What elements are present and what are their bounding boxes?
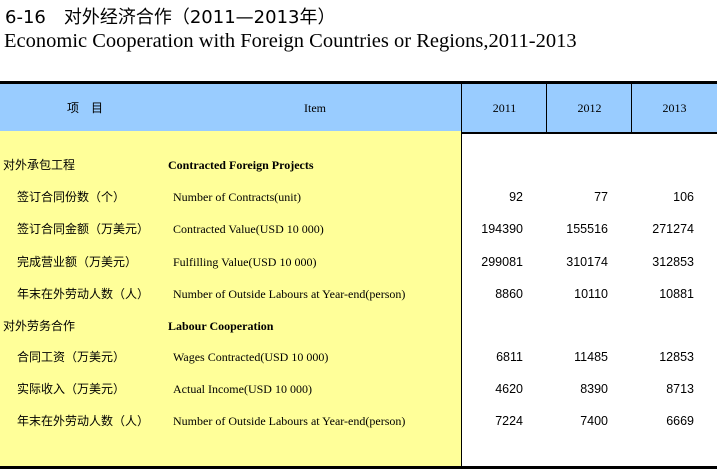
value-cell-2012: 77 (594, 190, 608, 204)
row-label-en: Contracted Foreign Projects (168, 158, 314, 172)
value-cell-2011: 6811 (496, 350, 523, 364)
row-label-zh: 实际收入（万美元） (17, 382, 126, 396)
value-cell-2013: 8713 (666, 382, 694, 396)
header-year-2012: 2012 (577, 101, 602, 115)
row-label-en: Fulfilling Value(USD 10 000) (173, 255, 317, 269)
value-cell-2013: 10881 (659, 287, 694, 301)
table-row: 合同工资（万美元） Wages Contracted(USD 10 000) 681… (0, 341, 717, 373)
section-row: 对外劳务合作 Labour Cooperation (0, 310, 717, 342)
row-label-en: Actual Income(USD 10 000) (173, 382, 312, 396)
label-column-bg (0, 131, 461, 466)
value-cell-2013: 6669 (666, 414, 694, 428)
value-cell-2012: 11485 (574, 350, 608, 364)
row-label-zh: 合同工资（万美元） (17, 350, 126, 364)
row-label-en: Wages Contracted(USD 10 000) (173, 350, 329, 364)
row-label-zh: 对外劳务合作 (3, 319, 76, 333)
row-label-zh: 签订合同金额（万美元） (17, 222, 150, 236)
value-cell-2012: 310174 (566, 255, 608, 269)
value-cell-2011: 4620 (495, 382, 523, 396)
header-year-2011: 2011 (492, 101, 517, 115)
value-cell-2011: 299081 (481, 255, 523, 269)
value-cell-2012: 7400 (580, 414, 608, 428)
row-label-en: Labour Cooperation (168, 319, 274, 333)
table-row: 签订合同份数（个） Number of Contracts(unit) 92 77 10… (0, 181, 717, 213)
table-row: 实际收入（万美元） Actual Income(USD 10 000) 4620 83… (0, 373, 717, 405)
header-item-zh: 项 目 (66, 101, 103, 115)
header-item-en: Item (304, 101, 326, 115)
table-row: 年末在外劳动人数（人） Number of Outside Labours at … (0, 278, 717, 310)
value-cell-2011: 7224 (495, 414, 523, 428)
row-label-en: Number of Contracts(unit) (173, 190, 301, 204)
row-label-zh: 年末在外劳动人数（人） (17, 287, 150, 301)
value-cell-2011: 194390 (481, 222, 523, 236)
table-header: 项 目 Item 2011 2012 2013 (0, 81, 717, 134)
value-cell-2012: 10110 (574, 287, 608, 301)
value-cell-2013: 106 (673, 190, 694, 204)
divider (461, 131, 462, 467)
section-row: 对外承包工程 Contracted Foreign Projects (0, 149, 717, 181)
divider (631, 84, 632, 132)
value-cell-2011: 92 (509, 190, 523, 204)
row-label-zh: 年末在外劳动人数（人） (17, 414, 150, 428)
table-row: 年末在外劳动人数（人） Number of Outside Labours at … (0, 405, 717, 437)
header-year-2013: 2013 (662, 101, 687, 115)
table-row: 签订合同金额（万美元） Contracted Value(USD 10 000) 1… (0, 213, 717, 245)
table-row: 完成营业额（万美元） Fulfilling Value(USD 10 000) 29… (0, 246, 717, 278)
row-label-zh: 签订合同份数（个） (17, 190, 126, 204)
value-cell-2013: 312853 (652, 255, 694, 269)
title-english: Economic Cooperation with Foreign Countr… (4, 30, 577, 52)
row-label-en: Number of Outside Labours at Year-end(pe… (173, 287, 406, 301)
row-label-zh: 完成营业额（万美元） (17, 255, 138, 269)
title-chinese: 6-16 对外经济合作（2011—2013年） (5, 7, 336, 28)
divider (546, 84, 547, 132)
row-label-zh: 对外承包工程 (3, 158, 76, 172)
divider (461, 84, 462, 132)
value-cell-2012: 155516 (566, 222, 608, 236)
table-bottom-border (0, 466, 717, 469)
value-cell-2011: 8860 (495, 287, 523, 301)
row-label-en: Contracted Value(USD 10 000) (173, 222, 324, 236)
value-cell-2012: 8390 (580, 382, 608, 396)
row-label-en: Number of Outside Labours at Year-end(pe… (173, 414, 406, 428)
value-cell-2013: 12853 (659, 350, 694, 364)
value-cell-2013: 271274 (652, 222, 694, 236)
